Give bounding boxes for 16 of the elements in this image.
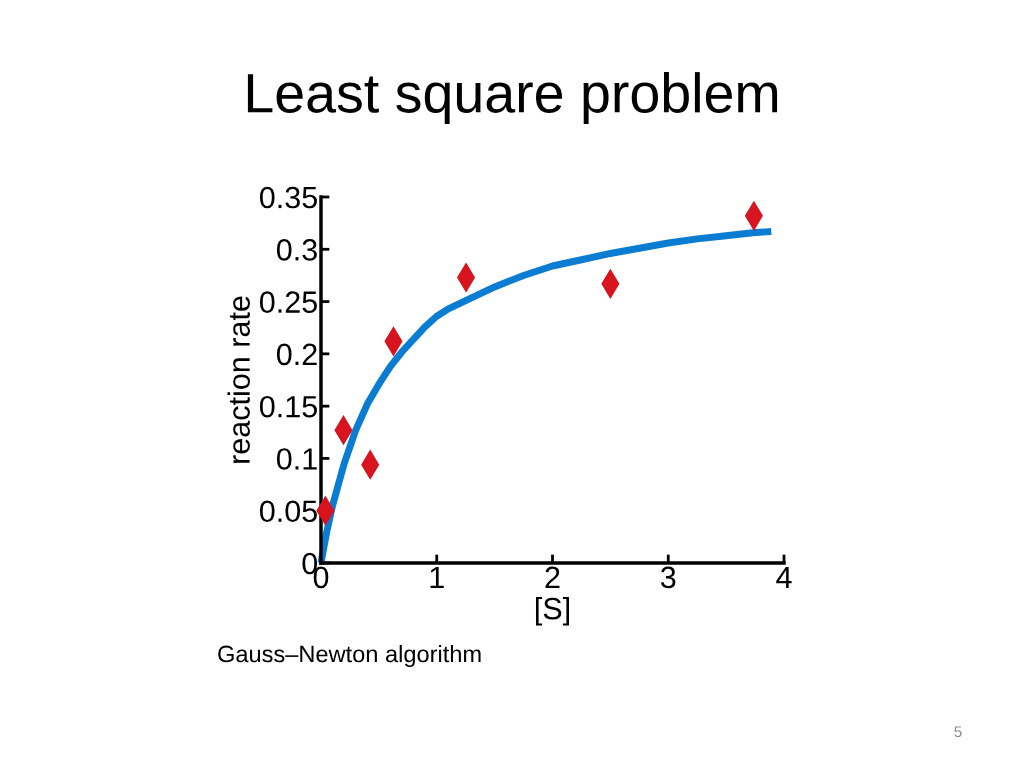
- y-tick-label: 0.3: [276, 239, 317, 261]
- x-tick-label: 4: [776, 566, 792, 588]
- y-tick-label: 0.1: [276, 448, 317, 470]
- x-tick-label: 2: [545, 566, 560, 588]
- y-axis-title: reaction rate: [227, 296, 250, 463]
- y-tick-label: 0.25: [259, 291, 317, 313]
- y-tick-label: 0.2: [276, 343, 317, 366]
- y-tick-label: 0.35: [259, 186, 317, 209]
- x-axis-title: [S]: [536, 597, 569, 626]
- y-tick-label: 0.05: [259, 500, 317, 523]
- text: Gauss–Newton algorithm: [218, 644, 481, 667]
- chart-title: Least square problem: [247, 72, 778, 124]
- y-tick-label: 0.15: [259, 395, 317, 418]
- x-tick-label: 3: [660, 566, 676, 589]
- text: 5: [954, 726, 962, 738]
- x-tick-label: 1: [430, 566, 444, 588]
